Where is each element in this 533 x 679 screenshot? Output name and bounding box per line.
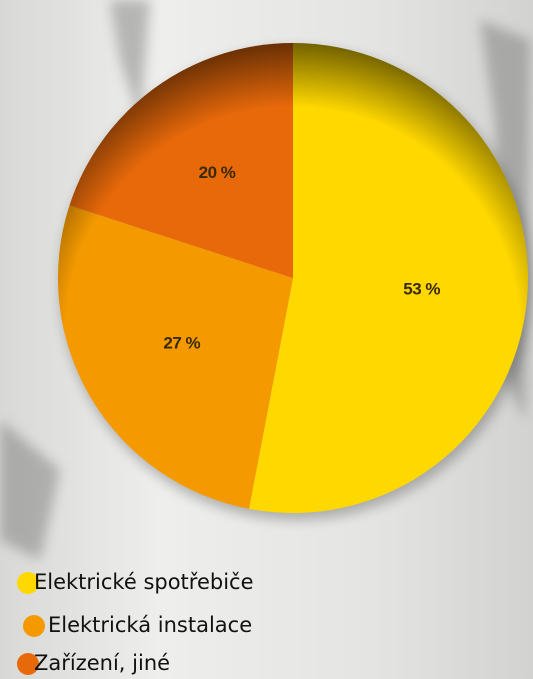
legend-label: Elektrické spotřebiče bbox=[34, 570, 254, 594]
legend-label: Elektrická instalace bbox=[48, 613, 252, 637]
value-label: 53 % bbox=[403, 280, 440, 299]
value-label: 27 % bbox=[163, 333, 200, 352]
value-labels: 53 % 27 % 20 % bbox=[163, 163, 441, 352]
legend-marker bbox=[23, 615, 45, 637]
legend-marker bbox=[17, 572, 39, 594]
legend-label: Zařízení, jiné bbox=[34, 651, 170, 675]
value-label: 20 % bbox=[199, 163, 236, 182]
pie bbox=[57, 43, 529, 513]
legend-marker bbox=[17, 653, 39, 675]
legend: Elektrické spotřebiče Elektrická instalac… bbox=[17, 570, 254, 675]
